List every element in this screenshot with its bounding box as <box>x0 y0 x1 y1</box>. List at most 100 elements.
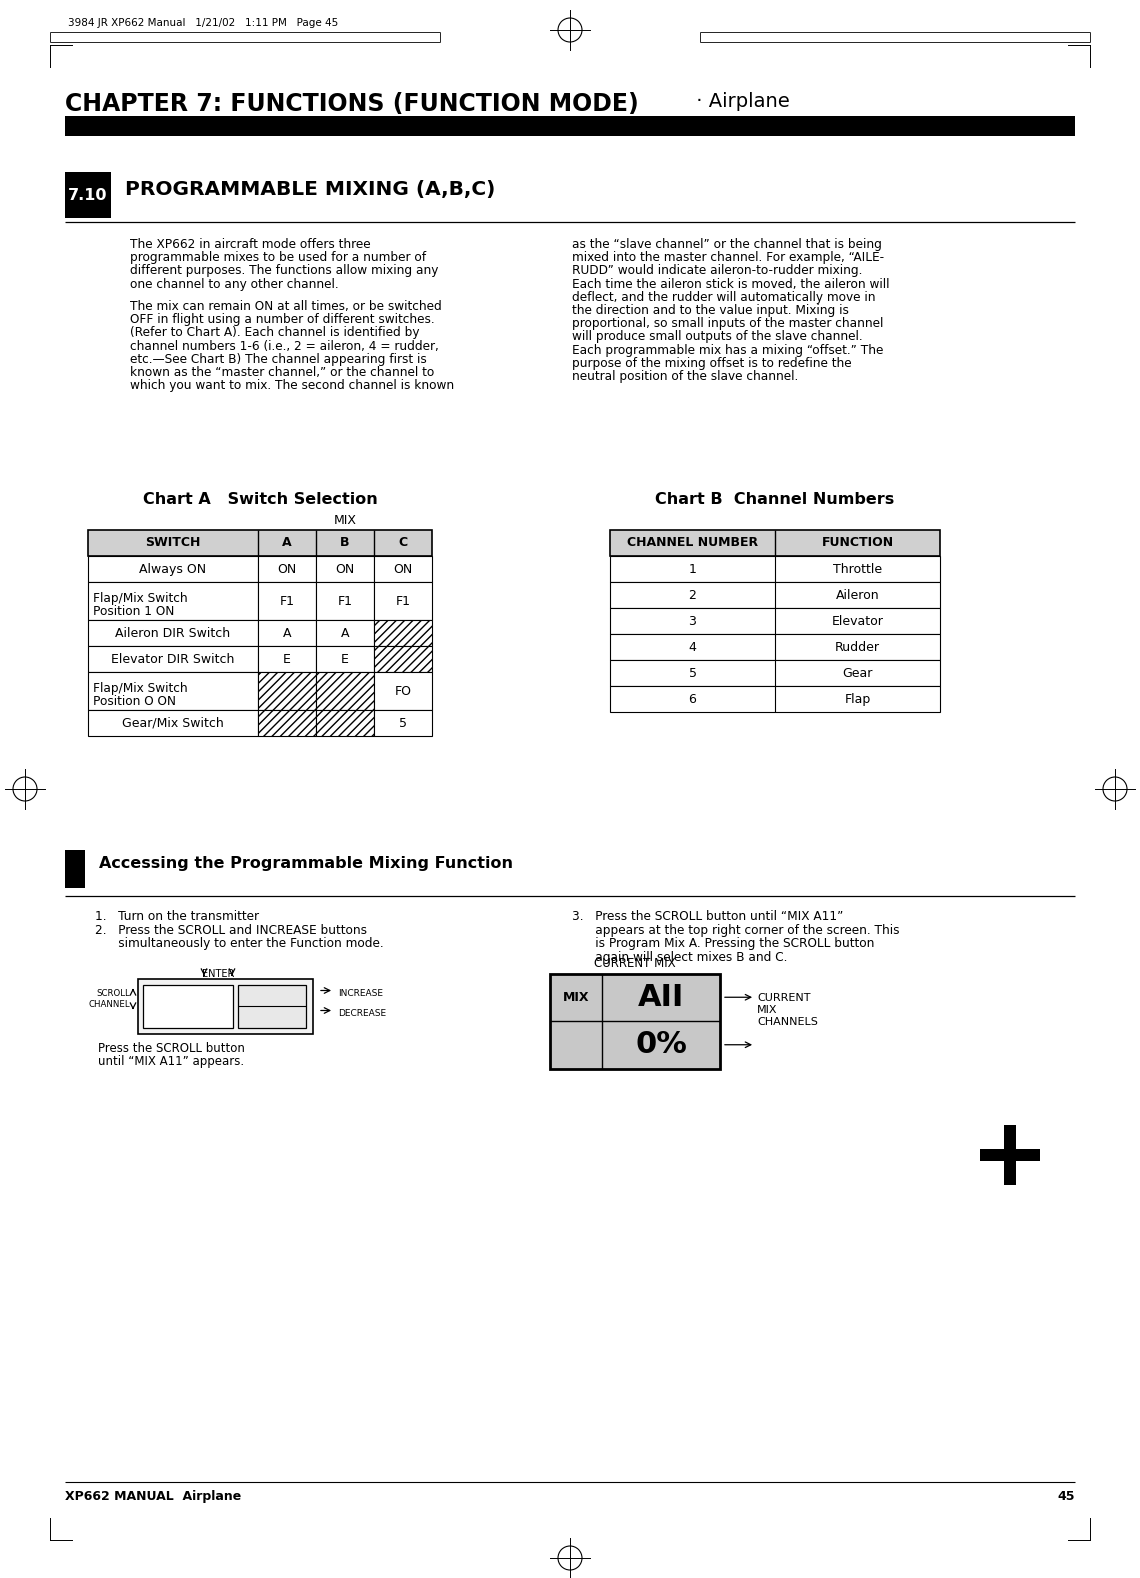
Text: one channel to any other channel.: one channel to any other channel. <box>130 278 339 290</box>
Bar <box>88 620 258 645</box>
Text: appears at the top right corner of the screen. This: appears at the top right corner of the s… <box>572 923 899 936</box>
Text: 3: 3 <box>689 614 697 628</box>
Text: The XP662 in aircraft mode offers three: The XP662 in aircraft mode offers three <box>130 238 370 251</box>
Bar <box>316 672 374 710</box>
Text: CHANNEL NUMBER: CHANNEL NUMBER <box>627 537 758 549</box>
Bar <box>610 660 940 686</box>
Bar <box>610 608 940 634</box>
Text: Throttle: Throttle <box>833 562 882 576</box>
Text: which you want to mix. The second channel is known: which you want to mix. The second channe… <box>130 379 454 393</box>
Text: A: A <box>341 626 349 639</box>
Text: Aileron DIR Switch: Aileron DIR Switch <box>115 626 230 639</box>
Text: 5: 5 <box>689 666 697 680</box>
Text: 2.   Press the SCROLL and INCREASE buttons: 2. Press the SCROLL and INCREASE buttons <box>95 923 367 936</box>
Bar <box>88 672 258 710</box>
Text: AII: AII <box>637 983 684 1011</box>
Text: MIX: MIX <box>563 991 589 1004</box>
Text: as the “slave channel” or the channel that is being: as the “slave channel” or the channel th… <box>572 238 882 251</box>
Text: CHAPTER 7: FUNCTIONS (FUNCTION MODE): CHAPTER 7: FUNCTIONS (FUNCTION MODE) <box>65 92 638 117</box>
Text: 3984 JR XP662 Manual   1/21/02   1:11 PM   Page 45: 3984 JR XP662 Manual 1/21/02 1:11 PM Pag… <box>68 17 339 28</box>
Bar <box>610 686 940 712</box>
Bar <box>238 985 306 1027</box>
Text: ENTER: ENTER <box>202 969 234 978</box>
Text: OFF in flight using a number of different switches.: OFF in flight using a number of differen… <box>130 314 434 327</box>
Bar <box>610 582 940 608</box>
Bar <box>138 978 314 1034</box>
Text: C: C <box>399 537 408 549</box>
Bar <box>88 530 432 555</box>
Bar <box>1004 1125 1016 1185</box>
Text: (Refer to Chart A). Each channel is identified by: (Refer to Chart A). Each channel is iden… <box>130 327 420 339</box>
Bar <box>610 530 940 555</box>
Text: Gear/Mix Switch: Gear/Mix Switch <box>122 716 223 729</box>
Bar <box>374 710 432 735</box>
Text: ON: ON <box>393 562 413 576</box>
Text: MIX: MIX <box>757 1005 777 1015</box>
Bar <box>374 672 432 710</box>
Text: CHANNEL: CHANNEL <box>89 999 130 1008</box>
Text: Each programmable mix has a mixing “offset.” The: Each programmable mix has a mixing “offs… <box>572 344 884 357</box>
Text: is Program Mix A. Pressing the SCROLL button: is Program Mix A. Pressing the SCROLL bu… <box>572 937 874 950</box>
Bar <box>374 582 432 620</box>
Text: Always ON: Always ON <box>139 562 206 576</box>
Text: E: E <box>341 652 349 666</box>
Text: deflect, and the rudder will automatically move in: deflect, and the rudder will automatical… <box>572 290 876 305</box>
Text: Flap/Mix Switch: Flap/Mix Switch <box>93 682 188 694</box>
Text: mixed into the master channel. For example, “AILE-: mixed into the master channel. For examp… <box>572 251 885 264</box>
Text: known as the “master channel,” or the channel to: known as the “master channel,” or the ch… <box>130 366 434 379</box>
Text: 4: 4 <box>689 641 697 653</box>
Text: DECREASE: DECREASE <box>337 1008 386 1018</box>
Text: again will select mixes B and C.: again will select mixes B and C. <box>572 950 788 964</box>
Text: until “MIX A11” appears.: until “MIX A11” appears. <box>98 1054 244 1067</box>
Text: 0%: 0% <box>635 1030 687 1059</box>
Text: Flap: Flap <box>845 693 871 705</box>
Bar <box>610 634 940 660</box>
Bar <box>65 851 86 888</box>
Bar <box>374 620 432 645</box>
Bar <box>980 1149 1040 1161</box>
Text: simultaneously to enter the Function mode.: simultaneously to enter the Function mod… <box>95 937 384 950</box>
Text: neutral position of the slave channel.: neutral position of the slave channel. <box>572 369 798 383</box>
Text: PROGRAMMABLE MIXING (A,B,C): PROGRAMMABLE MIXING (A,B,C) <box>125 180 496 199</box>
Text: SCROLL: SCROLL <box>96 988 130 997</box>
Text: Rudder: Rudder <box>834 641 880 653</box>
Bar <box>258 620 316 645</box>
Text: 45: 45 <box>1058 1490 1075 1502</box>
Text: MIX: MIX <box>334 514 357 527</box>
Text: F1: F1 <box>396 595 410 608</box>
Bar <box>258 645 316 672</box>
Text: Flap/Mix Switch: Flap/Mix Switch <box>93 592 188 604</box>
Text: Chart A   Switch Selection: Chart A Switch Selection <box>142 492 377 507</box>
Bar <box>88 555 258 582</box>
Bar <box>374 645 432 672</box>
Bar <box>316 645 374 672</box>
Bar <box>142 985 233 1027</box>
Text: Accessing the Programmable Mixing Function: Accessing the Programmable Mixing Functi… <box>99 855 513 871</box>
Text: purpose of the mixing offset is to redefine the: purpose of the mixing offset is to redef… <box>572 357 852 369</box>
Text: 6: 6 <box>689 693 697 705</box>
Text: 1: 1 <box>689 562 697 576</box>
Bar <box>258 582 316 620</box>
Bar <box>258 555 316 582</box>
Text: etc.—See Chart B) The channel appearing first is: etc.—See Chart B) The channel appearing … <box>130 353 426 366</box>
Text: 1.   Turn on the transmitter: 1. Turn on the transmitter <box>95 911 259 923</box>
Text: the direction and to the value input. Mixing is: the direction and to the value input. Mi… <box>572 305 849 317</box>
Text: Each time the aileron stick is moved, the aileron will: Each time the aileron stick is moved, th… <box>572 278 889 290</box>
Bar <box>65 172 111 218</box>
Bar <box>610 555 940 582</box>
Text: Elevator DIR Switch: Elevator DIR Switch <box>112 652 235 666</box>
Text: will produce small outputs of the slave channel.: will produce small outputs of the slave … <box>572 330 863 344</box>
Text: B: B <box>340 537 350 549</box>
Bar <box>316 710 374 735</box>
Bar <box>316 555 374 582</box>
Text: different purposes. The functions allow mixing any: different purposes. The functions allow … <box>130 265 439 278</box>
Bar <box>65 117 1075 136</box>
Text: 5: 5 <box>399 716 407 729</box>
Bar <box>258 672 316 710</box>
Text: XP662 MANUAL  Airplane: XP662 MANUAL Airplane <box>65 1490 242 1502</box>
Text: channel numbers 1-6 (i.e., 2 = aileron, 4 = rudder,: channel numbers 1-6 (i.e., 2 = aileron, … <box>130 339 439 352</box>
Bar <box>374 555 432 582</box>
Text: ON: ON <box>335 562 355 576</box>
Bar <box>316 582 374 620</box>
Text: Chart B  Channel Numbers: Chart B Channel Numbers <box>656 492 895 507</box>
